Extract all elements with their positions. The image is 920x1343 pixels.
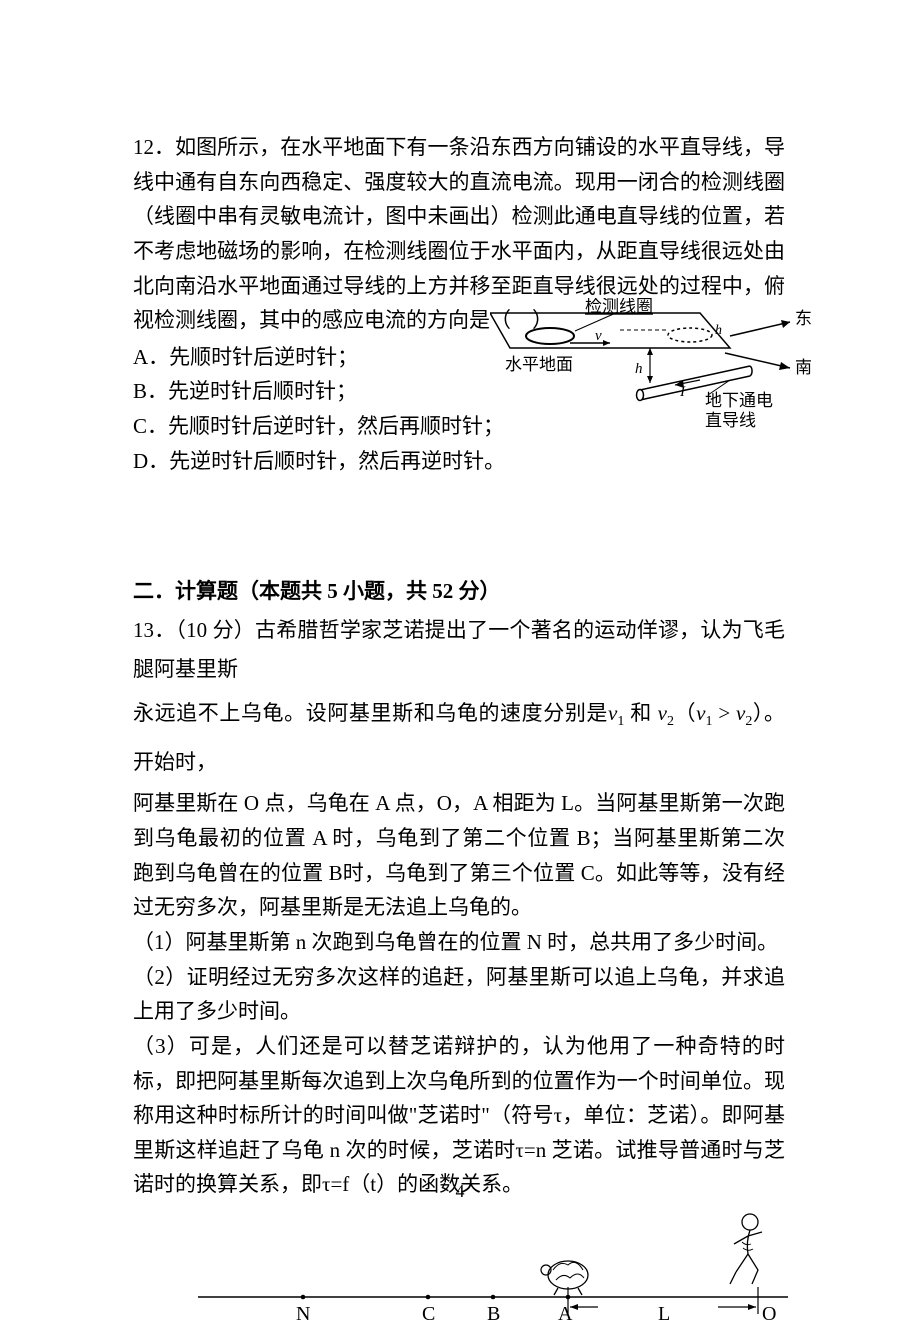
q13-line3: 阿基里斯在 O 点，乌龟在 A 点，O，A 相距为 L。当阿基里斯第一次跑到乌龟… (133, 786, 785, 925)
q13-diagram: N C B A L O (198, 1202, 785, 1343)
label-coil: 检测线圈 (585, 298, 653, 316)
label-L: L (658, 1303, 670, 1325)
label-east: 东 (795, 309, 812, 328)
q13-body: 13．（10 分）古希腊哲学家芝诺提出了一个著名的运动佯谬，认为飞毛腿阿基里斯 … (133, 611, 785, 1202)
q13-sub1: （1）阿基里斯第 n 次跑到乌龟曾在的位置 N 时，总共用了多少时间。 (133, 925, 785, 960)
q13-sub2: （2）证明经过无穷多次这样的追赶，阿基里斯可以追上乌龟，并求追上用了多少时间。 (133, 960, 785, 1029)
q13-line1: 13．（10 分）古希腊哲学家芝诺提出了一个著名的运动佯谬，认为飞毛腿阿基里斯 (133, 611, 785, 689)
label-N: N (296, 1303, 310, 1325)
q12-opt-d: D．先逆时针后顺时针，然后再逆时针。 (133, 444, 785, 479)
label-h: h (635, 361, 643, 377)
label-I: I (679, 384, 686, 400)
label-wire-l1: 地下通电 (705, 391, 773, 410)
q13-line2: 永远追不上乌龟。设阿基里斯和乌龟的速度分别是v1 和 v2（v1 > v2）。开… (133, 689, 785, 787)
svg-text:h: h (715, 323, 722, 338)
label-A: A (558, 1303, 573, 1325)
label-ground: 水平地面 (505, 355, 573, 374)
label-south: 南 (795, 358, 812, 377)
label-O: O (762, 1303, 776, 1325)
page-content: 12．如图所示，在水平地面下有一条沿东西方向铺设的水平直导线，导线中通有自东向西… (133, 130, 785, 1343)
label-wire-l2: 直导线 (705, 411, 756, 430)
label-v: v (595, 328, 602, 344)
label-C: C (422, 1303, 435, 1325)
q12-diagram: 检测线圈 东 南 水平地面 v h I 地下通电 直导线 h (490, 298, 820, 449)
label-B: B (487, 1303, 500, 1325)
section-title: 二．计算题（本题共 5 小题，共 52 分） (133, 574, 785, 609)
q13-sub3: （3）可是，人们还是可以替芝诺辩护的，认为他用了一种奇特的时标，即把阿基里斯每次… (133, 1029, 785, 1202)
page-number: 4 (456, 1181, 465, 1202)
